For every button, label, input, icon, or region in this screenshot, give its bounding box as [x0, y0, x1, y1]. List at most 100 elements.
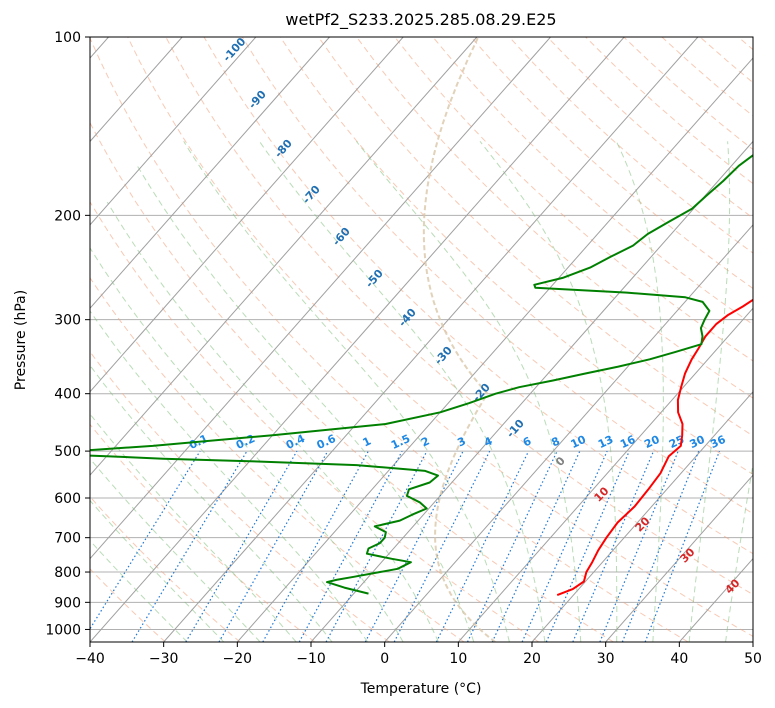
isotherm [236, 57, 753, 642]
x-axis-title: Temperature (°C) [360, 681, 482, 697]
moist-adiabat [615, 141, 664, 642]
mixing-ratio-label: 16 [618, 433, 638, 451]
isotherm-label: -60 [330, 225, 353, 249]
mixing-ratio-label: 1.5 [389, 432, 412, 452]
moist-adiabat [183, 141, 510, 642]
isotherm [90, 37, 551, 560]
y-tick-label: 700 [54, 531, 81, 547]
x-axis: −40 −30 −20 −10 0 10 20 30 40 50 [75, 642, 762, 667]
isotherm-label: -50 [363, 267, 386, 291]
isotherm [90, 37, 183, 143]
y-tick-label: 900 [54, 595, 81, 611]
mixing-ratio-label: 1 [361, 434, 373, 449]
dry-adiabat [699, 37, 753, 84]
dry-adiabat [90, 37, 689, 642]
x-tick-label: −40 [75, 651, 105, 667]
dry-adiabat [432, 37, 753, 326]
temperature-profile [556, 298, 753, 597]
mixing-ratio-line [131, 450, 248, 642]
mixing-ratio-label: 36 [708, 433, 728, 451]
isotherm [531, 390, 753, 642]
mixing-ratio-line [599, 450, 679, 642]
isotherm [310, 140, 753, 642]
x-tick-label: −30 [149, 651, 179, 667]
mixing-ratio-line [393, 450, 491, 642]
x-tick-label: 50 [744, 651, 762, 667]
mixing-ratio-line [521, 450, 608, 642]
dry-adiabat [241, 37, 753, 515]
isotherm [90, 37, 404, 393]
isotherm-label: -90 [246, 88, 269, 112]
dry-adiabat [90, 423, 316, 642]
parcel-curve [422, 37, 496, 642]
dry-adiabat [90, 568, 166, 642]
mixing-ratio-line [325, 450, 428, 642]
mixing-ratio-line [218, 450, 329, 642]
x-tick-label: 30 [597, 651, 615, 667]
dry-adiabat [394, 37, 753, 362]
plot-frame [89, 36, 754, 643]
mixing-ratio-label: 6 [521, 434, 534, 449]
dry-adiabat [547, 37, 753, 219]
isotherm-label: -80 [272, 137, 295, 161]
y-axis: 100 200 300 400 500 600 700 800 900 1000 [45, 30, 90, 638]
moist-adiabat [688, 141, 731, 642]
mixing-ratio-line [435, 450, 530, 642]
mixing-ratio-line [572, 450, 655, 642]
dry-adiabat [90, 200, 540, 642]
mixing-ratio-label: 20 [642, 433, 662, 451]
x-tick-label: 0 [380, 651, 389, 667]
mixing-ratio-label: 0.4 [284, 432, 307, 452]
x-tick-label: 40 [670, 651, 688, 667]
isotherm [605, 474, 753, 642]
x-tick-label: −20 [223, 651, 253, 667]
moist-adiabat-label: 20 [633, 514, 653, 534]
y-tick-label: 200 [54, 208, 81, 224]
dry-adiabat [165, 37, 753, 596]
mixing-ratio-line [466, 450, 558, 642]
mixing-ratio-line [262, 450, 369, 642]
mixing-ratio-label: 10 [569, 433, 589, 451]
moist-adiabat [90, 413, 297, 642]
isotherm [752, 641, 753, 642]
chart-title: wetPf2_S233.2025.285.08.29.E25 [285, 10, 556, 30]
moist-adiabat-label: 30 [678, 545, 698, 565]
moist-adiabat [90, 364, 333, 642]
moist-adiabat [479, 140, 618, 642]
y-tick-label: 600 [54, 491, 81, 507]
profile-series [90, 154, 753, 597]
dry-adiabat [90, 495, 241, 642]
moist-adiabat [725, 461, 753, 642]
mixing-ratio-label: 2 [419, 434, 431, 449]
isotherm [90, 37, 625, 642]
mixing-ratio-label: 8 [549, 434, 561, 449]
moist-adiabat [136, 165, 475, 642]
dry-adiabat [737, 37, 753, 51]
moist-adiabat-label: 40 [723, 576, 743, 596]
dry-adiabat [661, 37, 753, 117]
moist-adiabat [106, 201, 439, 642]
isotherm [90, 37, 257, 226]
dry-adiabat [470, 37, 753, 290]
y-tick-label: 500 [54, 444, 81, 460]
x-tick-label: 10 [449, 651, 467, 667]
mixing-ratio-label: 30 [688, 433, 708, 451]
dry-adiabat [356, 37, 753, 399]
y-tick-label: 800 [54, 565, 81, 581]
isotherm [90, 37, 478, 476]
mixing-ratio-label: 0.2 [234, 432, 257, 452]
mixing-ratio-line [298, 450, 403, 642]
dry-adiabat [203, 37, 753, 555]
y-tick-label: 100 [54, 30, 81, 46]
isotherm-label: -30 [432, 344, 455, 368]
moist-adiabat [90, 247, 404, 642]
y-tick-label: 400 [54, 387, 81, 403]
dewpoint-profile [90, 154, 753, 595]
mixing-ratio-line [491, 450, 581, 642]
y-tick-label: 300 [54, 313, 81, 329]
dry-adiabat [90, 276, 465, 642]
isotherm-label: -40 [396, 306, 419, 330]
x-tick-label: −10 [296, 651, 326, 667]
isotherm [90, 37, 330, 310]
mixing-ratio-line [545, 450, 630, 642]
